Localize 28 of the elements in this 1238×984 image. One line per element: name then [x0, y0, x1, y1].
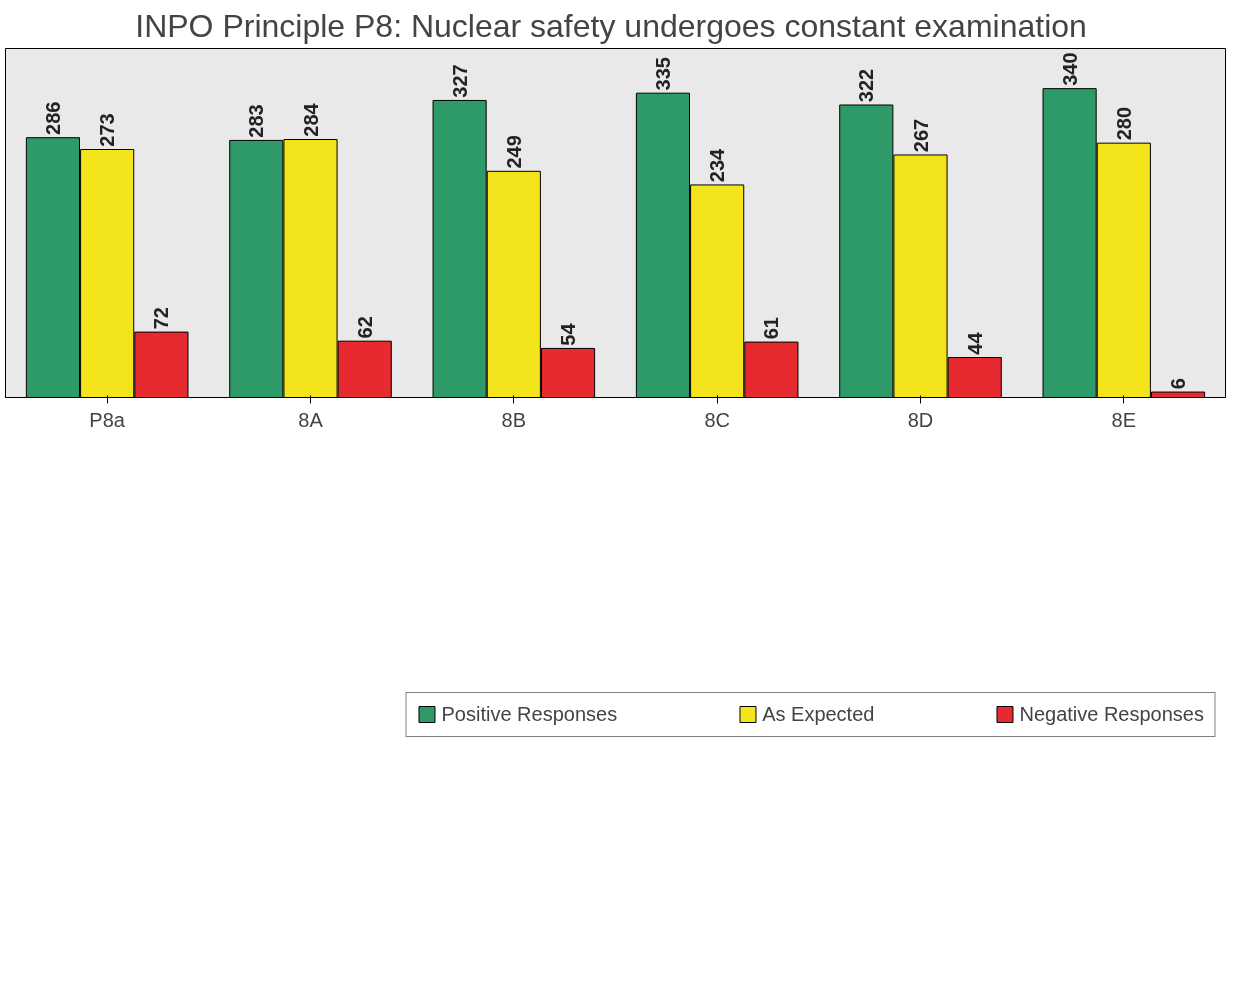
- legend-label: Positive Responses: [441, 702, 618, 726]
- data-label: 280: [1112, 106, 1135, 141]
- data-label: 327: [448, 64, 471, 98]
- data-label: 44: [963, 331, 986, 355]
- data-label: 283: [245, 104, 268, 138]
- data-label: 273: [96, 113, 119, 147]
- data-label: 340: [1058, 52, 1081, 86]
- data-label: 62: [353, 316, 376, 339]
- x-tick-label: 8D: [907, 408, 934, 431]
- x-tick-label: 8A: [298, 408, 324, 431]
- chart-title: INPO Principle P8: Nuclear safety undergoes constant examination: [135, 7, 1087, 44]
- data-label: 54: [557, 322, 580, 346]
- data-label: 6: [1167, 378, 1190, 390]
- data-label: 267: [909, 118, 932, 153]
- data-label: 322: [855, 68, 878, 103]
- x-tick-label: 8B: [501, 408, 527, 431]
- legend-label: Negative Responses: [1019, 702, 1204, 726]
- data-label: 284: [299, 102, 322, 137]
- data-label: 234: [706, 147, 729, 183]
- legend-label: As Expected: [762, 702, 875, 726]
- x-tick-label: 8E: [1111, 408, 1137, 431]
- x-tick-label: 8C: [704, 408, 730, 431]
- data-label: 286: [41, 101, 64, 135]
- data-label: 249: [502, 135, 525, 169]
- data-label: 335: [651, 57, 674, 91]
- data-label: 61: [760, 317, 783, 340]
- data-label: 72: [150, 307, 173, 330]
- x-tick-label: P8a: [89, 408, 126, 431]
